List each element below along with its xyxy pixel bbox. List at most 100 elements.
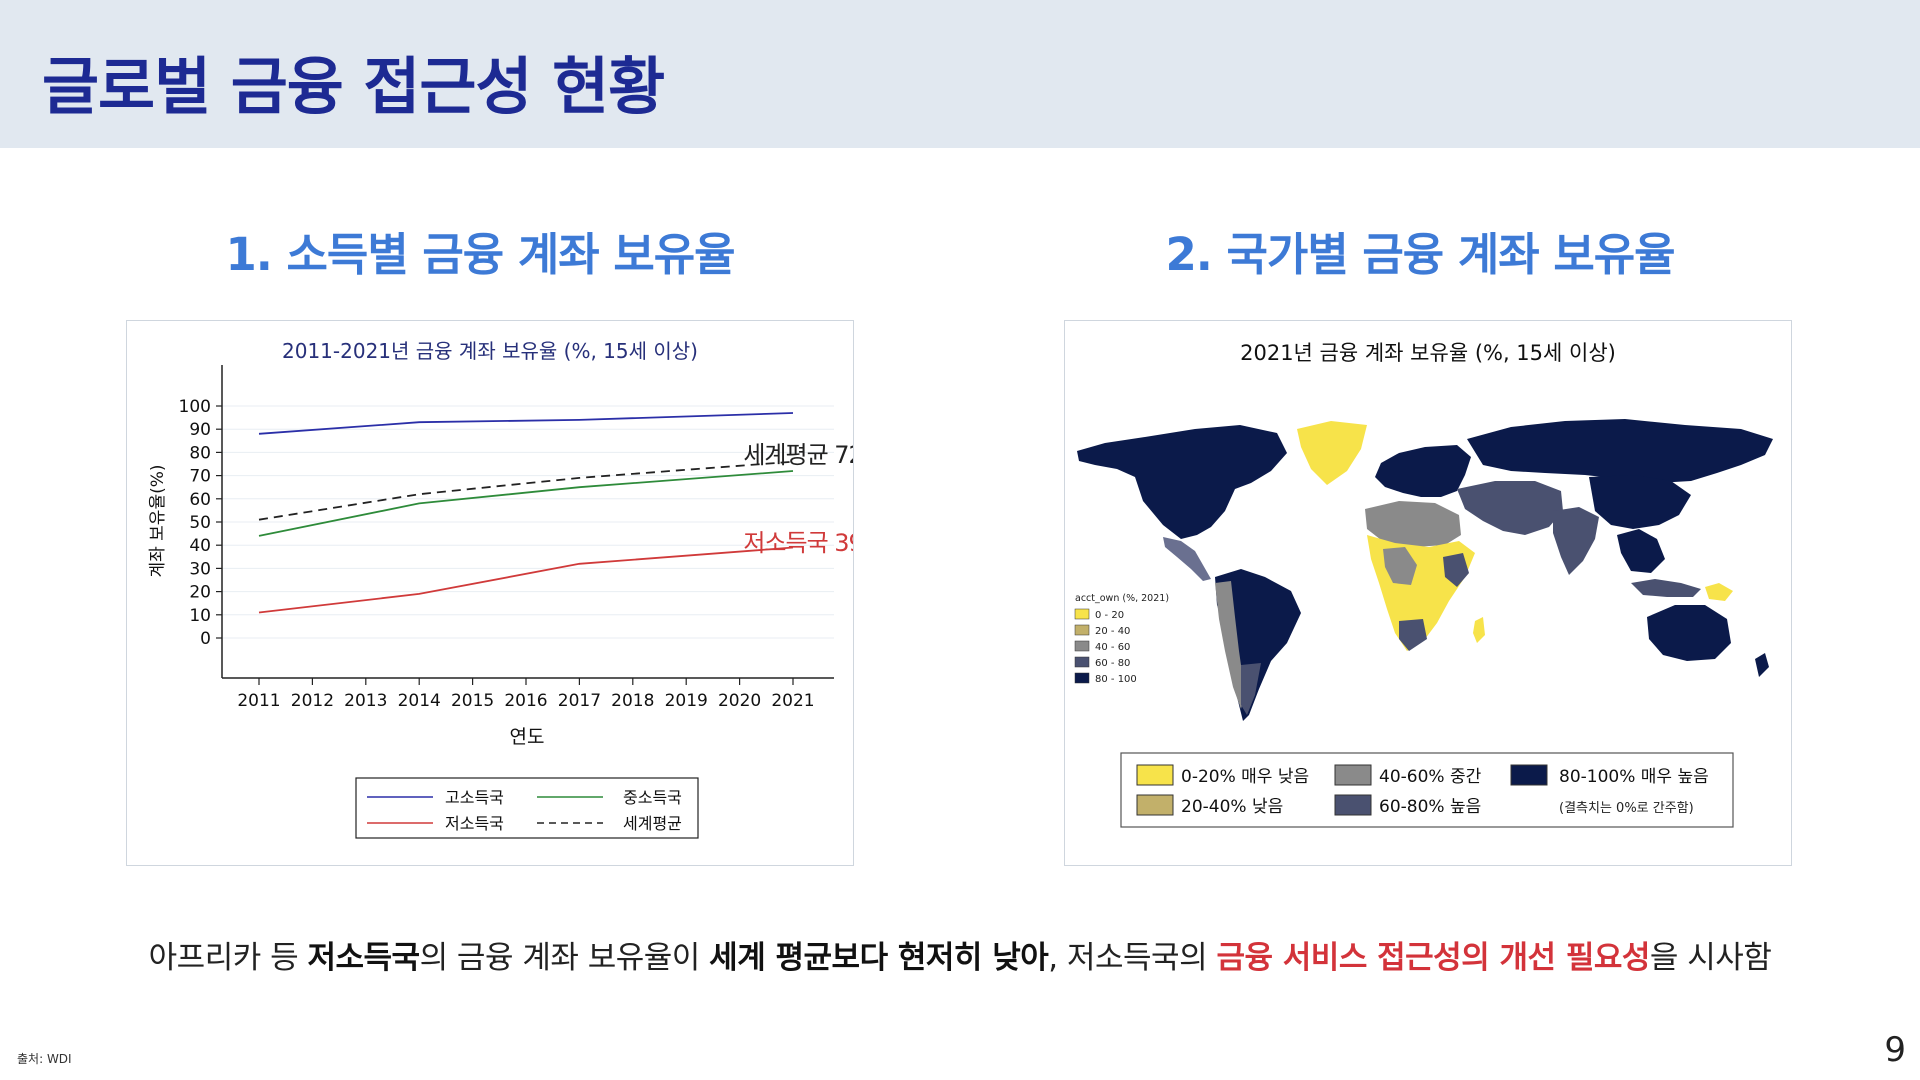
y-tick-label: 40 (189, 536, 211, 556)
region-australia (1647, 605, 1731, 661)
x-tick-label: 2017 (558, 691, 601, 711)
legend-label-low: 20-40% 낮음 (1181, 797, 1283, 817)
region-east-africa (1443, 553, 1469, 587)
region-madagascar (1473, 617, 1485, 643)
page-number: 9 (1884, 1030, 1906, 1070)
map-title: 2021년 금융 계좌 보유율 (%, 15세 이상) (1240, 341, 1616, 365)
region-new-zealand (1755, 653, 1769, 677)
legend-label-very-low: 0-20% 매우 낮음 (1181, 767, 1309, 787)
world-map: 2021년 금융 계좌 보유율 (%, 15세 이상) (1074, 341, 1773, 828)
legend-label-high: 60-80% 높음 (1379, 797, 1481, 817)
inner-legend-label-4: 80 - 100 (1095, 674, 1137, 685)
header-bar: 글로벌 금융 접근성 현황 (0, 0, 1920, 148)
section-title-income: 1. 소득별 금융 계좌 보유율 (225, 228, 735, 281)
line-chart-panel: 2011-2021년 금융 계좌 보유율 (%, 15세 이상) 0 10 20 30… (126, 320, 886, 866)
x-tick-label: 2016 (504, 691, 547, 711)
x-tick-label: 2011 (237, 691, 280, 711)
legend-swatch-medium (1334, 764, 1372, 786)
x-tick-label: 2012 (291, 691, 334, 711)
series-line-high-income (258, 412, 794, 435)
region-middle-east (1457, 481, 1563, 535)
series-line-world-average (258, 460, 794, 521)
y-tick-label: 80 (189, 443, 211, 463)
world-map-panel: 2021년 금융 계좌 보유율 (%, 15세 이상) (1064, 320, 1792, 866)
region-north-asia (1467, 419, 1773, 483)
region-patagonia (1241, 663, 1261, 715)
legend-note: (결측치는 0%로 간주함) (1559, 801, 1694, 816)
inner-legend-label-3: 60 - 80 (1095, 658, 1130, 669)
section-title-country: 2. 국가별 금융 계좌 보유율 (1165, 228, 1675, 281)
y-tick-label: 10 (189, 606, 211, 626)
conclusion-bold-1: 저소득국 (307, 940, 420, 976)
legend-label-high-income: 고소득국 (445, 788, 504, 807)
region-southern-africa (1399, 619, 1427, 651)
region-andes (1215, 581, 1245, 709)
series-line-low-income (258, 546, 794, 614)
x-tick-label: 2013 (344, 691, 387, 711)
inner-legend-swatch-3 (1074, 656, 1090, 668)
legend-swatch-very-low (1136, 764, 1174, 786)
y-axis-label: 계좌 보유율(%) (148, 464, 168, 577)
conclusion-part-4: 을 시사함 (1649, 940, 1772, 976)
inner-legend-label-1: 20 - 40 (1095, 626, 1130, 637)
inner-legend-label-2: 40 - 60 (1095, 642, 1130, 653)
x-tick-label: 2015 (451, 691, 494, 711)
y-tick-label: 30 (189, 559, 211, 579)
region-indonesia (1631, 579, 1701, 597)
y-tick-label: 70 (189, 467, 211, 487)
legend-swatch-low (1136, 794, 1174, 816)
conclusion-bold-2: 세계 평균보다 현저히 낮아 (709, 940, 1049, 976)
legend-swatch-high (1334, 794, 1372, 816)
source-note: 출처: WDI (17, 1052, 72, 1066)
legend-label-world-average: 세계평균 (623, 814, 682, 833)
y-tick-label: 90 (189, 420, 211, 440)
conclusion-highlight: 금융 서비스 접근성의 개선 필요성 (1216, 940, 1650, 976)
series-line-middle-income (258, 470, 794, 537)
legend-swatch-very-high (1510, 764, 1548, 786)
y-tick-label: 100 (179, 397, 211, 417)
x-tick-label: 2020 (718, 691, 761, 711)
y-tick-label: 50 (189, 513, 211, 533)
map-legend: 0-20% 매우 낮음 20-40% 낮음 40-60% 중간 60-80% 높… (1120, 752, 1734, 828)
conclusion-text: 아프리카 등 저소득국의 금융 계좌 보유율이 세계 평균보다 현저히 낮아, … (0, 932, 1920, 977)
x-tick-label: 2018 (611, 691, 654, 711)
region-papua (1705, 583, 1733, 601)
conclusion-part-2: 의 금융 계좌 보유율이 (419, 940, 710, 976)
inner-legend-swatch-0 (1074, 608, 1090, 620)
line-chart: 2011-2021년 금융 계좌 보유율 (%, 15세 이상) 0 10 20 30… (148, 339, 886, 839)
world-map-shapes (1077, 419, 1773, 721)
region-greenland (1297, 421, 1367, 485)
inner-legend-label-0: 0 - 20 (1095, 610, 1124, 621)
page-title: 글로벌 금융 접근성 현황 (42, 50, 665, 123)
legend-label-very-high: 80-100% 매우 높음 (1559, 767, 1709, 787)
region-east-asia (1589, 475, 1691, 529)
chart-legend: 고소득국 중소득국 저소득국 세계평균 (355, 777, 699, 839)
x-tick-label: 2019 (665, 691, 708, 711)
y-tick-label: 20 (189, 583, 211, 603)
region-southeast-asia (1617, 529, 1665, 573)
inner-legend-swatch-4 (1074, 672, 1090, 684)
inner-legend-title: acct_own (%, 2021) (1075, 593, 1169, 604)
conclusion-part-3: , 저소득국의 (1048, 940, 1217, 976)
legend-label-medium: 40-60% 중간 (1379, 767, 1482, 787)
x-tick-label: 2021 (771, 691, 814, 711)
region-north-america (1077, 425, 1287, 539)
chart-title: 2011-2021년 금융 계좌 보유율 (%, 15세 이상) (282, 339, 698, 363)
y-tick-label: 60 (189, 490, 211, 510)
region-europe (1375, 445, 1471, 497)
y-tick-label: 0 (200, 629, 211, 649)
x-axis-label: 연도 (510, 726, 545, 748)
conclusion-part-1: 아프리카 등 (148, 940, 308, 976)
region-central-africa (1383, 547, 1417, 585)
x-tick-label: 2014 (398, 691, 441, 711)
region-north-africa (1365, 501, 1461, 547)
inner-legend-swatch-1 (1074, 624, 1090, 636)
annotation-world-average: 세계평균 72% (743, 441, 853, 469)
map-inner-legend: acct_own (%, 2021) 0 - 20 20 - 40 40 - 6… (1074, 593, 1169, 685)
region-south-asia (1553, 507, 1599, 575)
annotation-low-income: 저소득국 39% (743, 529, 853, 557)
inner-legend-swatch-2 (1074, 640, 1090, 652)
region-central-america (1163, 537, 1211, 581)
legend-label-middle-income: 중소득국 (623, 788, 682, 807)
legend-label-low-income: 저소득국 (445, 814, 504, 833)
